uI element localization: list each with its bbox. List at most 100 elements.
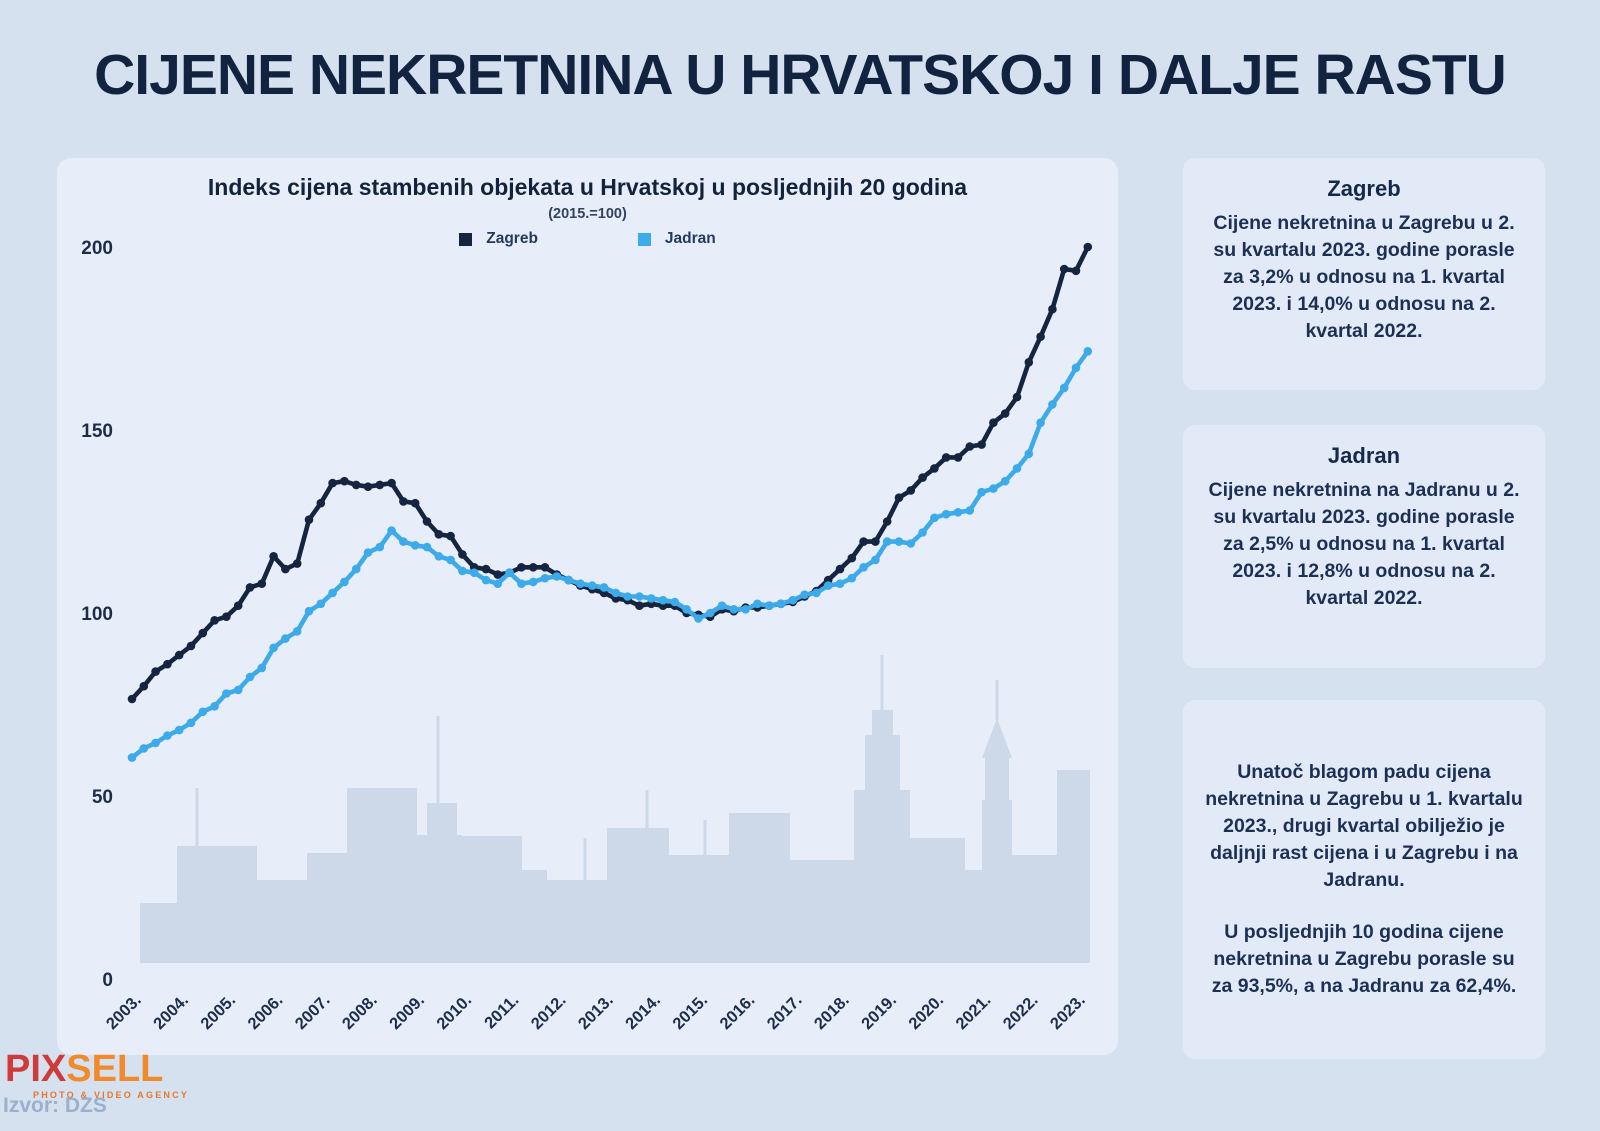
data-point-zagreb	[906, 486, 916, 495]
data-point-zagreb	[540, 563, 550, 572]
x-axis-tick-label: 2003.	[103, 991, 145, 1033]
data-point-jadran	[163, 731, 172, 740]
data-point-jadran	[977, 487, 986, 497]
data-point-jadran	[1000, 476, 1010, 486]
data-point-jadran	[469, 568, 479, 577]
data-point-zagreb	[1083, 242, 1093, 252]
logo-pix-text: PIX	[5, 1048, 67, 1090]
data-point-zagreb	[222, 612, 231, 621]
data-point-jadran	[1012, 464, 1022, 473]
data-point-jadran	[351, 564, 361, 574]
info-box-zagreb: Zagreb Cijene nekretnina u Zagrebu u 2. …	[1183, 158, 1545, 390]
x-axis-tick-label: 2018.	[811, 991, 853, 1033]
data-point-jadran	[375, 542, 385, 552]
data-point-jadran	[387, 526, 396, 535]
data-point-jadran	[458, 566, 467, 576]
data-point-jadran	[257, 663, 267, 673]
data-point-zagreb	[458, 550, 467, 559]
data-point-zagreb	[269, 552, 278, 561]
data-point-jadran	[222, 689, 231, 698]
data-point-jadran	[304, 606, 314, 616]
data-point-jadran	[422, 542, 432, 552]
data-point-zagreb	[186, 641, 196, 651]
chart-panel: 200 150 100 50 0 2003. 2004. 2005. 2006. 2007. 200…	[57, 158, 1118, 1055]
x-axis-tick-label: 2012.	[528, 991, 570, 1033]
data-point-jadran	[564, 575, 573, 585]
data-point-jadran	[1036, 418, 1045, 428]
data-point-jadran	[540, 573, 550, 583]
data-point-jadran	[552, 572, 562, 581]
data-point-zagreb	[127, 694, 137, 704]
data-point-jadran	[1071, 363, 1081, 373]
data-point-jadran	[599, 583, 609, 592]
data-point-jadran	[753, 599, 762, 609]
data-point-jadran	[646, 594, 656, 603]
info-box-zagreb-text: Cijene nekretnina u Zagrebu u 2. su kvar…	[1213, 212, 1515, 342]
data-point-zagreb	[835, 564, 845, 574]
data-point-jadran	[1059, 383, 1069, 393]
data-point-jadran	[139, 744, 149, 753]
data-point-jadran	[446, 555, 455, 565]
data-point-zagreb	[977, 440, 986, 449]
data-point-jadran	[481, 575, 491, 585]
data-point-zagreb	[918, 473, 927, 482]
data-point-jadran	[623, 592, 632, 601]
data-point-jadran	[328, 588, 337, 598]
data-point-jadran	[517, 579, 526, 588]
x-axis-tick-label: 2010.	[433, 991, 475, 1033]
x-axis-tick-label: 2015.	[669, 991, 711, 1033]
data-point-zagreb	[481, 564, 491, 574]
data-point-jadran	[906, 539, 916, 548]
data-point-jadran	[800, 590, 809, 599]
data-point-zagreb	[139, 681, 149, 691]
data-point-jadran	[316, 599, 326, 609]
data-point-zagreb	[304, 515, 314, 524]
data-point-zagreb	[198, 628, 208, 638]
data-point-zagreb	[387, 478, 396, 488]
y-axis-tick-label: 200	[81, 238, 113, 259]
data-point-jadran	[1024, 449, 1034, 459]
pixsell-logo: PIXSELL PHOTO & VIDEO AGENCY	[5, 1050, 189, 1100]
data-point-zagreb	[281, 564, 290, 574]
data-point-zagreb	[434, 530, 444, 539]
x-axis-tick-label: 2017.	[764, 991, 806, 1033]
data-point-jadran	[953, 508, 963, 517]
data-point-zagreb	[245, 583, 255, 592]
data-point-zagreb	[882, 517, 892, 526]
data-point-jadran	[894, 537, 904, 546]
data-point-zagreb	[1000, 409, 1010, 418]
data-point-zagreb	[257, 579, 267, 588]
data-point-jadran	[1048, 400, 1057, 409]
data-point-zagreb	[941, 453, 951, 462]
info-box-jadran: Jadran Cijene nekretnina na Jadranu u 2.…	[1183, 425, 1545, 668]
data-point-zagreb	[328, 478, 337, 488]
x-axis-tick-label: 2014.	[622, 991, 664, 1033]
data-point-zagreb	[151, 667, 160, 676]
data-point-jadran	[505, 568, 514, 577]
page-title: CIJENE NEKRETNINA U HRVATSKOJ I DALJE RA…	[94, 43, 1507, 107]
data-point-jadran	[882, 537, 892, 546]
data-point-zagreb	[1059, 264, 1069, 274]
info-box-zagreb-title: Zagreb	[1327, 176, 1401, 201]
data-point-jadran	[989, 484, 998, 493]
x-axis-tick-label: 2008.	[339, 991, 381, 1033]
series-line-zagreb	[129, 244, 1091, 702]
data-point-zagreb	[493, 570, 503, 579]
data-point-zagreb	[375, 480, 385, 490]
data-point-zagreb	[1012, 392, 1022, 402]
x-axis-tick-label: 2016.	[716, 991, 758, 1033]
data-point-zagreb	[292, 559, 302, 568]
data-point-jadran	[705, 608, 715, 618]
data-point-jadran	[292, 627, 302, 636]
data-point-jadran	[174, 725, 184, 735]
data-point-jadran	[847, 573, 857, 583]
data-point-zagreb	[340, 476, 349, 486]
city-skyline	[140, 655, 1090, 963]
data-point-jadran	[210, 702, 219, 711]
data-point-jadran	[281, 634, 290, 643]
data-point-zagreb	[859, 537, 868, 546]
legend-item-jadran: Jadran	[637, 230, 716, 248]
info-box-jadran-text: Cijene nekretnina na Jadranu u 2. su kva…	[1208, 479, 1520, 609]
